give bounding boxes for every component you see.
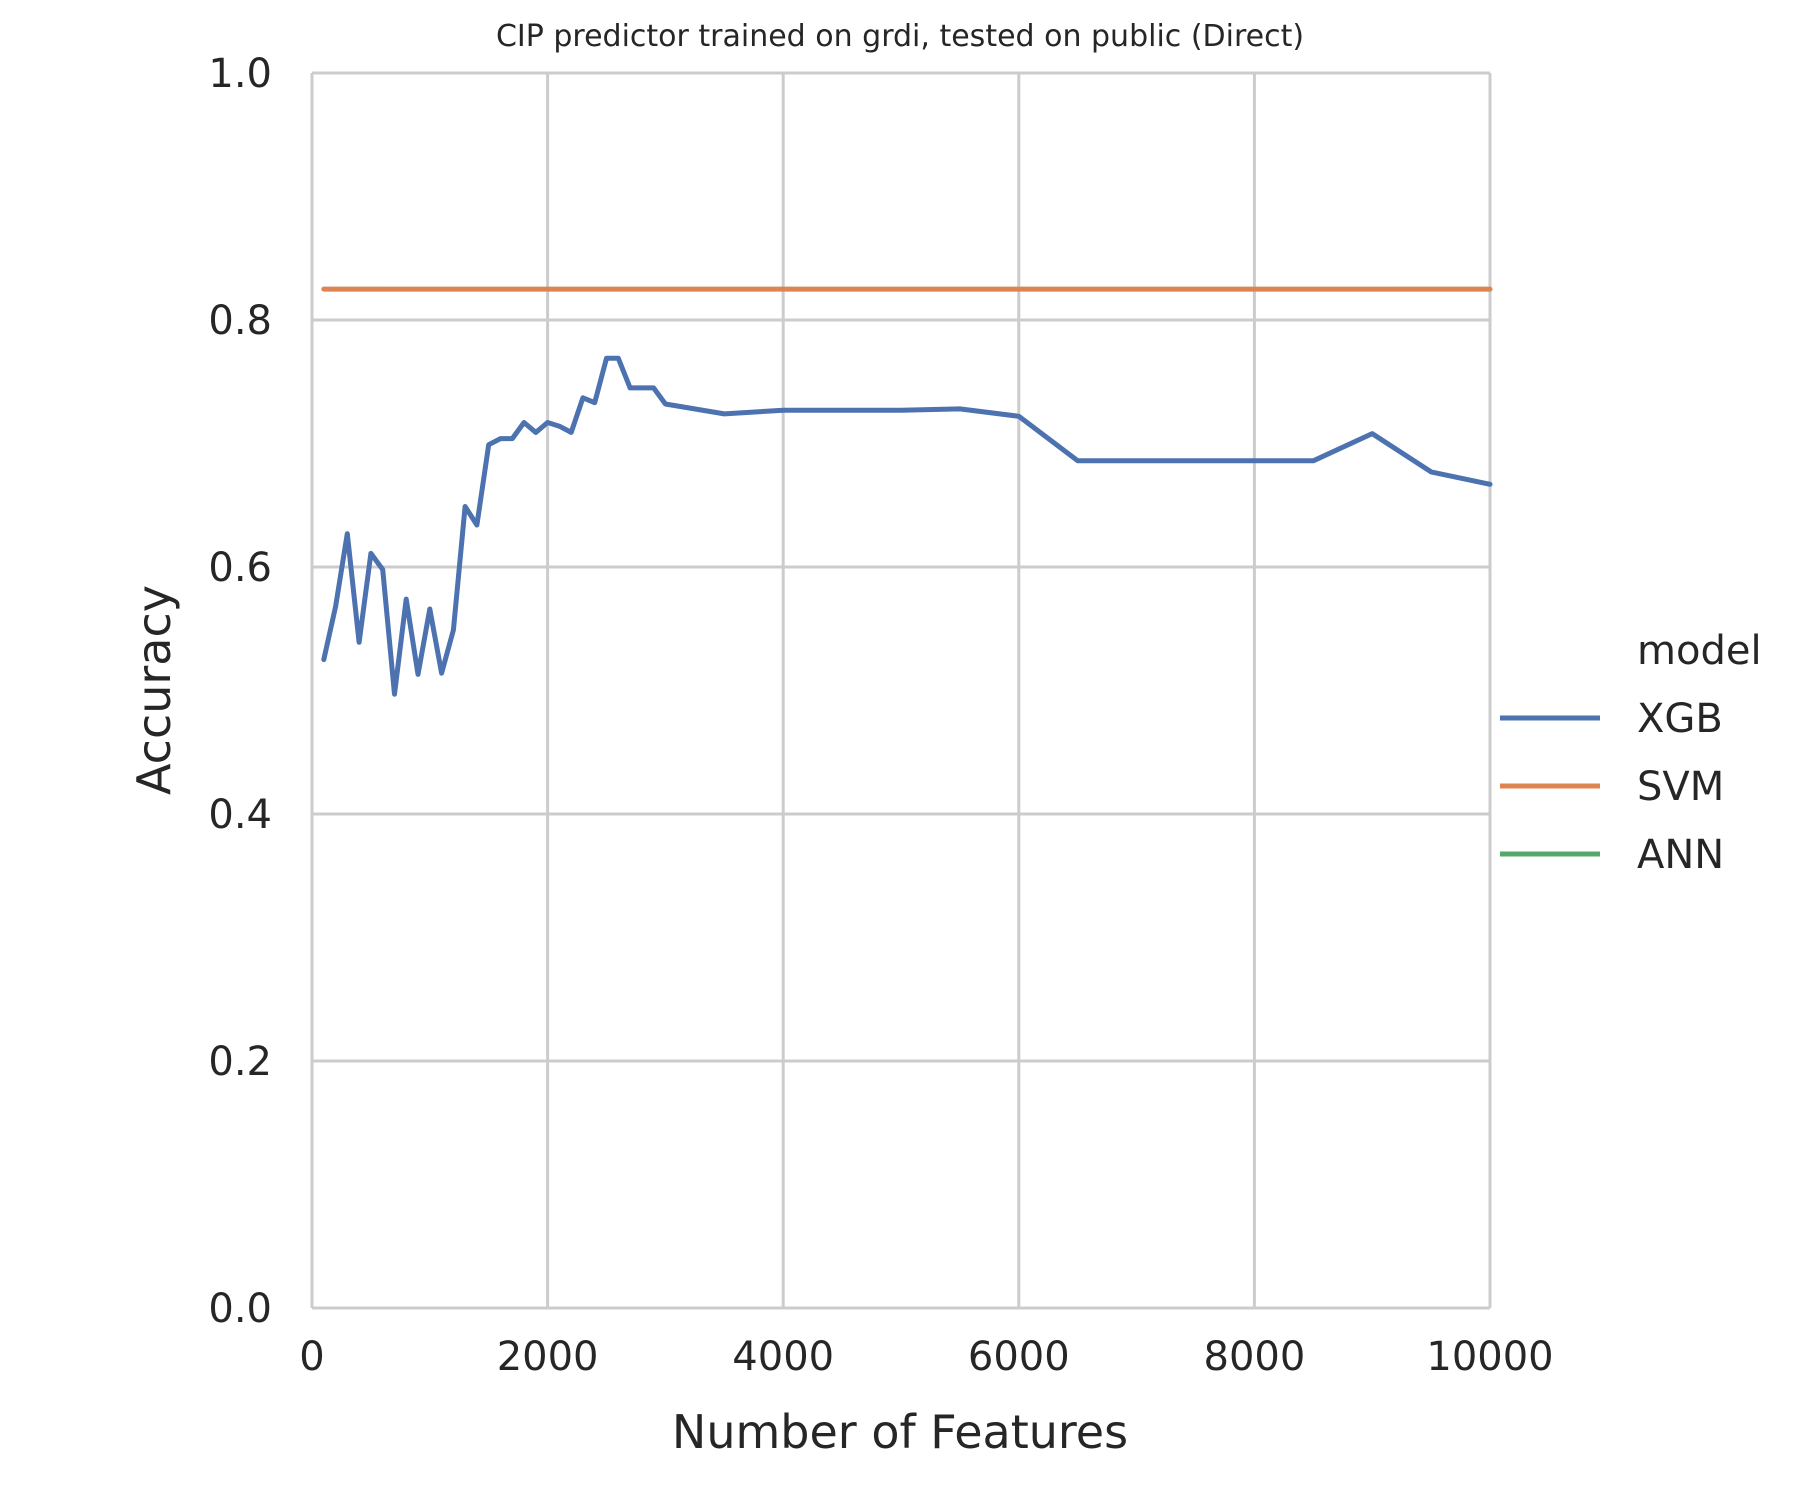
axes-spines bbox=[310, 73, 1490, 1310]
x-tick-label: 6000 bbox=[968, 1334, 1070, 1380]
gridlines bbox=[310, 71, 1492, 1310]
y-tick-label: 0.0 bbox=[208, 1286, 272, 1332]
legend-label-ann: ANN bbox=[1637, 832, 1724, 878]
y-tick-label: 0.6 bbox=[208, 545, 272, 591]
x-tick-labels: 0 2000 4000 6000 8000 10000 bbox=[299, 1334, 1553, 1380]
x-tick-label: 0 bbox=[299, 1334, 324, 1380]
chart-title: CIP predictor trained on grdi, tested on… bbox=[496, 19, 1304, 54]
x-axis-label: Number of Features bbox=[672, 1405, 1128, 1459]
series-line-xgb bbox=[321, 355, 1493, 697]
series-lines bbox=[321, 286, 1493, 697]
legend-label-svm: SVM bbox=[1637, 764, 1724, 810]
y-tick-label: 0.2 bbox=[208, 1039, 272, 1085]
y-tick-label: 1.0 bbox=[208, 51, 272, 97]
legend-title: model bbox=[1637, 628, 1762, 674]
x-tick-label: 8000 bbox=[1204, 1334, 1306, 1380]
y-tick-label: 0.8 bbox=[208, 298, 272, 344]
y-axis-label: Accuracy bbox=[127, 585, 181, 795]
x-tick-label: 10000 bbox=[1426, 1334, 1553, 1380]
x-tick-label: 2000 bbox=[497, 1334, 599, 1380]
legend-entries: XGB SVM ANN bbox=[1500, 696, 1724, 878]
y-tick-labels: 0.0 0.2 0.4 0.6 0.8 1.0 bbox=[208, 51, 272, 1332]
legend-label-xgb: XGB bbox=[1637, 696, 1723, 742]
x-tick-label: 4000 bbox=[732, 1334, 834, 1380]
y-tick-label: 0.4 bbox=[208, 792, 272, 838]
legend: model XGB SVM ANN bbox=[1500, 628, 1762, 878]
